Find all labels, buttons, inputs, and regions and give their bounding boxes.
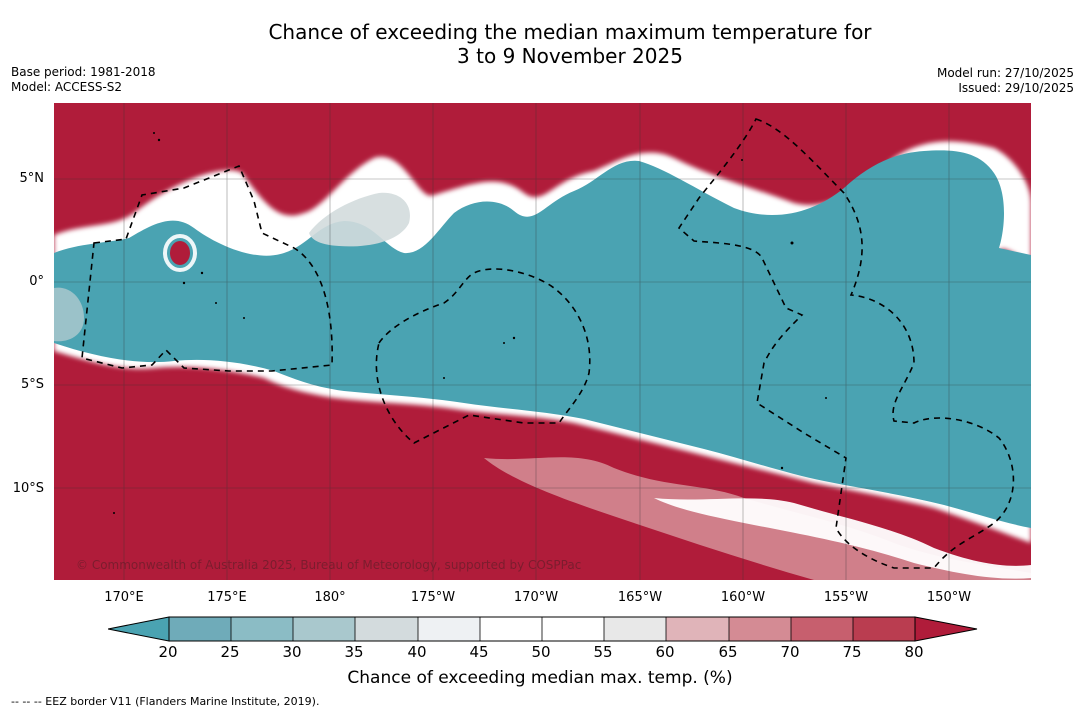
western-light-teal — [54, 287, 84, 342]
colorbar — [108, 616, 978, 642]
chart-title: Chance of exceeding the median maximum t… — [170, 20, 970, 68]
lon-tick-165w: 165°W — [617, 590, 663, 605]
lon-tick-175w: 175°W — [410, 590, 456, 605]
red-spot — [170, 241, 190, 265]
lat-tick-0: 0° — [29, 274, 44, 289]
eez-footnote: -- -- -- EEZ border V11 (Flanders Marine… — [11, 695, 320, 708]
lon-tick-150w: 150°W — [926, 590, 972, 605]
lon-tick-170e: 170°E — [104, 590, 144, 605]
cbar-tick-60: 60 — [655, 643, 675, 661]
cbar-tick-80: 80 — [904, 643, 924, 661]
lat-tick-5n: 5°N — [19, 171, 45, 186]
cbar-tick-45: 45 — [469, 643, 489, 661]
colorbar-seg-4 — [418, 617, 480, 641]
lat-tick-5s: 5°S — [20, 377, 44, 392]
colorbar-label: Chance of exceeding median max. temp. (%… — [347, 668, 733, 688]
issued-date: Issued: 29/10/2025 — [958, 81, 1074, 95]
lon-tick-170w: 170°W — [513, 590, 559, 605]
eez-border-line-islands — [677, 118, 1015, 569]
lon-tick-175e: 175°E — [207, 590, 247, 605]
map-svg — [54, 103, 1031, 580]
northern-grey-patch — [309, 192, 410, 247]
eez-border-kiribati-gilbert — [81, 164, 333, 372]
cbar-tick-30: 30 — [282, 643, 302, 661]
colorbar-seg-9 — [729, 617, 791, 641]
colorbar-seg-3 — [355, 617, 418, 641]
cbar-tick-65: 65 — [718, 643, 738, 661]
cbar-tick-70: 70 — [780, 643, 800, 661]
colorbar-seg-6 — [542, 617, 604, 641]
islands — [113, 132, 827, 514]
cbar-tick-75: 75 — [842, 643, 862, 661]
red-spot-halo — [163, 234, 197, 272]
eez-border-phoenix — [375, 268, 591, 444]
lon-tick-155w: 155°W — [823, 590, 869, 605]
map-panel[interactable] — [54, 103, 1031, 580]
cbar-tick-50: 50 — [531, 643, 551, 661]
colorbar-seg-1 — [231, 617, 293, 641]
lat-tick-10s: 10°S — [12, 481, 44, 496]
map-copyright: © Commonwealth of Australia 2025, Bureau… — [76, 558, 582, 572]
model-name: Model: ACCESS-S2 — [11, 80, 123, 94]
model-run: Model run: 27/10/2025 — [936, 66, 1074, 80]
colorbar-seg-5 — [480, 617, 542, 641]
cbar-tick-35: 35 — [344, 643, 364, 661]
colorbar-seg-2 — [293, 617, 355, 641]
title-line-2: 3 to 9 November 2025 — [457, 44, 683, 68]
colorbar-frame — [168, 616, 916, 642]
below-median-teal-region — [54, 150, 1031, 528]
colorbar-low-arrow — [108, 616, 170, 642]
eez-borders — [81, 118, 1015, 569]
colorbar-seg-11 — [853, 617, 915, 641]
colorbar-seg-0 — [169, 617, 231, 641]
graticule — [54, 103, 1031, 580]
lon-tick-180: 180° — [314, 590, 346, 605]
colorbar-seg-7 — [604, 617, 666, 641]
title-line-1: Chance of exceeding the median maximum t… — [268, 20, 872, 44]
colorbar-high-arrow — [914, 616, 978, 642]
colorbar-seg-8 — [666, 617, 729, 641]
lon-tick-160w: 160°W — [720, 590, 766, 605]
meta-left: Base period: 1981-2018 Model: ACCESS-S2 — [11, 65, 156, 95]
meta-right: Model run: 27/10/2025 Issued: 29/10/2025 — [937, 66, 1074, 96]
cbar-tick-20: 20 — [158, 643, 178, 661]
colorbar-seg-10 — [791, 617, 853, 641]
cbar-tick-25: 25 — [220, 643, 240, 661]
colorbar-segments — [169, 617, 915, 641]
southern-white-zone — [654, 498, 1031, 579]
cbar-tick-40: 40 — [407, 643, 427, 661]
base-period: Base period: 1981-2018 — [11, 65, 156, 79]
cbar-tick-55: 55 — [593, 643, 613, 661]
